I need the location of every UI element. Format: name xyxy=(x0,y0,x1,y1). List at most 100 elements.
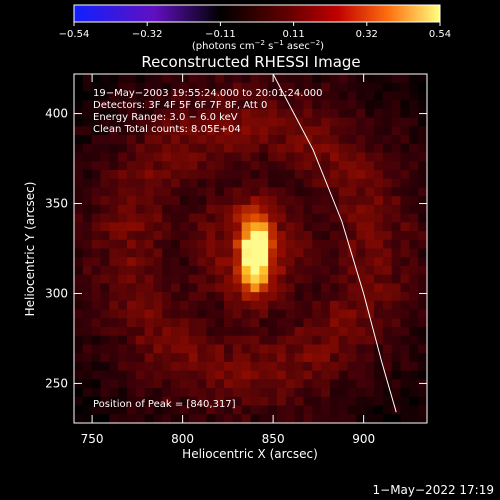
heatmap-cell xyxy=(224,327,234,337)
heatmap-cell xyxy=(418,405,427,415)
heatmap-cell xyxy=(356,213,366,223)
heatmap-cell xyxy=(338,91,349,101)
heatmap-cell xyxy=(241,379,252,389)
heatmap-cell xyxy=(109,283,119,293)
heatmap-cell xyxy=(74,143,84,154)
heatmap-cell xyxy=(74,231,84,241)
heatmap-cell xyxy=(382,361,393,372)
heatmap-cell xyxy=(347,396,357,407)
heatmap-cell xyxy=(418,239,427,250)
heatmap-cell xyxy=(312,178,322,189)
heatmap-cell xyxy=(215,108,225,119)
heatmap-cell xyxy=(356,414,366,423)
heatmap-cell xyxy=(391,117,402,127)
heatmap-cell xyxy=(74,196,84,206)
heatmap-cell xyxy=(294,388,305,398)
heatmap-cell xyxy=(74,74,84,84)
heatmap-cell xyxy=(329,117,340,127)
heatmap-cell xyxy=(241,292,252,302)
heatmap-cell xyxy=(126,204,137,215)
heatmap-cell xyxy=(82,309,93,319)
heatmap-cell xyxy=(188,196,199,206)
heatmap-cell xyxy=(224,283,234,293)
heatmap-cell xyxy=(153,327,163,337)
heatmap-cell xyxy=(374,126,384,136)
heatmap-cell xyxy=(188,300,199,311)
heatmap-cell xyxy=(232,213,243,223)
heatmap-cell xyxy=(374,213,384,223)
heatmap-cell xyxy=(241,82,252,93)
heatmap-cell xyxy=(276,361,287,372)
heatmap-cell xyxy=(276,300,287,311)
heatmap-cell xyxy=(188,335,199,346)
heatmap-cell xyxy=(356,108,366,119)
heatmap-cell xyxy=(82,231,93,241)
heatmap-cell xyxy=(109,152,119,162)
heatmap-cell xyxy=(382,117,393,127)
heatmap-cell xyxy=(391,300,402,311)
heatmap-cell xyxy=(206,370,216,380)
heatmap-cell xyxy=(409,135,419,145)
heatmap-cell xyxy=(144,353,155,363)
heatmap-cell xyxy=(329,178,340,189)
heatmap-cell xyxy=(100,274,110,284)
heatmap-cell xyxy=(259,353,269,363)
heatmap-cell xyxy=(303,178,313,189)
heatmap-cell xyxy=(109,248,119,258)
heatmap-cell xyxy=(268,213,278,223)
heatmap-cell xyxy=(382,318,393,328)
heatmap-cell xyxy=(391,74,402,84)
heatmap-cell xyxy=(321,231,331,241)
heatmap-cell xyxy=(109,82,119,93)
heatmap-cell xyxy=(391,274,402,284)
heatmap-cell xyxy=(294,74,305,84)
plot-area xyxy=(74,74,427,423)
heatmap-cell xyxy=(418,231,427,241)
heatmap-cell xyxy=(241,318,252,328)
heatmap-cell xyxy=(338,108,349,119)
heatmap-cell xyxy=(232,414,243,423)
heatmap-cell xyxy=(224,135,234,145)
heatmap-cell xyxy=(321,353,331,363)
heatmap-cell xyxy=(197,344,207,354)
heatmap-cell xyxy=(276,292,287,302)
heatmap-cell xyxy=(215,265,225,276)
heatmap-cell xyxy=(409,335,419,346)
heatmap-cell xyxy=(409,405,419,415)
heatmap-cell xyxy=(197,379,207,389)
heatmap-cell xyxy=(312,108,322,119)
heatmap-cell xyxy=(312,300,322,311)
heatmap-cell xyxy=(197,143,207,154)
heatmap-cell xyxy=(118,108,128,119)
heatmap-cell xyxy=(100,283,110,293)
x-axis: 750 800 850 900 xyxy=(81,74,375,446)
heatmap-cell xyxy=(391,100,402,110)
heatmap-cell xyxy=(126,318,137,328)
heatmap-cell xyxy=(144,265,155,276)
heatmap-cell xyxy=(356,196,366,206)
heatmap-cell xyxy=(206,82,216,93)
heatmap-cell xyxy=(250,309,260,319)
heatmap-cell xyxy=(224,318,234,328)
heatmap-cell xyxy=(171,327,181,337)
heatmap-cell xyxy=(135,370,146,380)
heatmap-cell xyxy=(294,187,305,197)
heatmap-cell xyxy=(135,152,146,162)
heatmap-cell xyxy=(312,143,322,154)
heatmap-cell xyxy=(109,204,119,215)
heatmap-cell xyxy=(259,108,269,119)
heatmap-cell xyxy=(391,222,402,232)
heatmap-cell xyxy=(294,283,305,293)
heatmap-cell xyxy=(312,292,322,302)
heatmap-cell xyxy=(356,135,366,145)
heatmap-cell xyxy=(365,143,375,154)
heatmap-cell xyxy=(276,379,287,389)
heatmap-cell xyxy=(418,370,427,380)
heatmap-cell xyxy=(118,318,128,328)
heatmap-cell xyxy=(312,257,322,267)
heatmap-cell xyxy=(418,318,427,328)
heatmap-cell xyxy=(347,379,357,389)
heatmap-cell xyxy=(250,248,260,258)
heatmap-cell xyxy=(126,300,137,311)
heatmap-cell xyxy=(374,309,384,319)
